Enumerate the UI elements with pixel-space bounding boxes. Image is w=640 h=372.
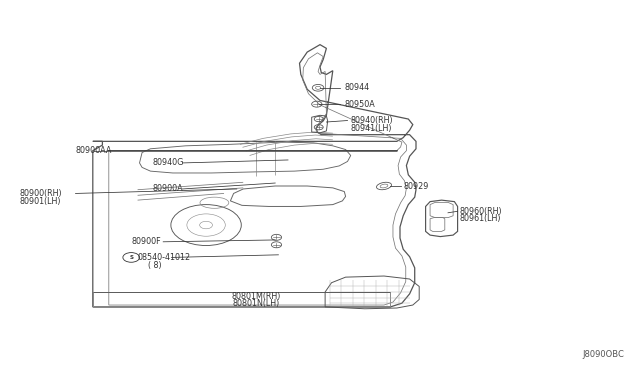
Text: 80944: 80944 <box>344 83 369 92</box>
Text: 80960(RH): 80960(RH) <box>460 207 502 216</box>
Text: 80961(LH): 80961(LH) <box>460 214 501 223</box>
Text: S: S <box>129 255 133 260</box>
Text: 80900A: 80900A <box>152 185 183 193</box>
Text: J8090OBC: J8090OBC <box>582 350 624 359</box>
Text: 80901(LH): 80901(LH) <box>19 197 61 206</box>
Text: 80801N(LH): 80801N(LH) <box>232 299 280 308</box>
Text: 80929: 80929 <box>403 182 429 190</box>
Text: 08540-41012: 08540-41012 <box>138 253 191 262</box>
Text: 80900F: 80900F <box>131 237 161 246</box>
Text: 80950A: 80950A <box>344 100 375 109</box>
Text: 80940(RH): 80940(RH) <box>351 116 394 125</box>
Text: 80900AA: 80900AA <box>76 146 112 155</box>
Text: 80941(LH): 80941(LH) <box>351 124 392 133</box>
Text: 80940G: 80940G <box>152 158 184 167</box>
Text: 80900(RH): 80900(RH) <box>19 189 62 198</box>
Text: 80801M(RH): 80801M(RH) <box>231 292 281 301</box>
Text: ( 8): ( 8) <box>148 261 162 270</box>
